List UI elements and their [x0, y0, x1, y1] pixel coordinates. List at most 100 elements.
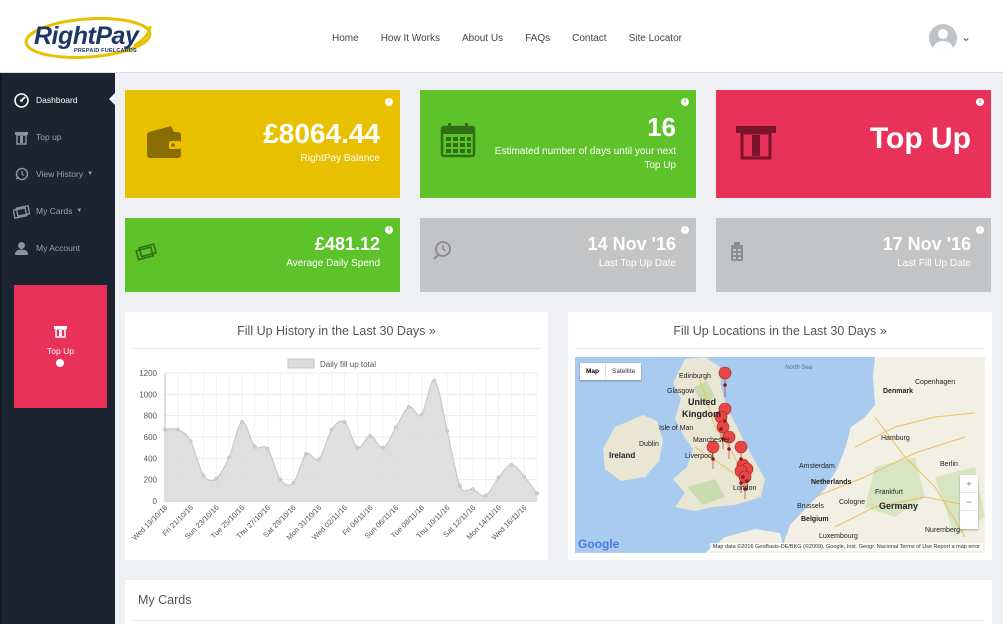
sidebar-top-up-button[interactable]: Top Up [14, 285, 107, 408]
sidebar: Dashboard Top up View History ▼ My Cards… [0, 73, 115, 624]
data-point [304, 452, 309, 456]
data-point [483, 493, 488, 498]
sidebar-item-my-cards[interactable]: My Cards ▼ [12, 201, 82, 221]
history-icon [12, 166, 30, 182]
y-tick-label: 1200 [139, 369, 157, 378]
last-topup-value: 14 Nov '16 [587, 234, 676, 254]
map-label: Kingdom [682, 409, 721, 419]
nav-faqs[interactable]: FAQs [525, 33, 551, 44]
map-label: Glasgow [667, 388, 695, 395]
balance-caption: RightPay Balance [300, 153, 381, 164]
sidebar-item-label: View History [36, 169, 84, 179]
my-cards-panel: My Cards [125, 580, 992, 624]
average-spend-tile[interactable]: i £481.12 Average Daily Spend [125, 218, 400, 292]
nav-site-locator[interactable]: Site Locator [628, 33, 682, 44]
last-fillup-tile[interactable]: i 17 Nov '16 Last Fill Up Date [716, 218, 991, 292]
map-label: Cologne [839, 499, 866, 506]
map-label: Germany [879, 501, 919, 511]
wallet-icon [147, 126, 181, 158]
data-point [291, 480, 296, 485]
nav-how-it-works[interactable]: How It Works [380, 33, 440, 44]
info-icon[interactable]: i [976, 98, 984, 106]
dashboard-icon [12, 92, 30, 108]
divider [133, 620, 984, 621]
rightpay-logo[interactable]: RightPay PREPAID FUELCARDS [22, 14, 157, 62]
info-icon[interactable]: i [681, 98, 689, 106]
map-label: Liverpool [685, 453, 714, 460]
map-attribution[interactable]: Map data ©2016 GeoBasis-DE/BKG (©2009), … [709, 543, 983, 551]
map-label: North Sea [785, 365, 813, 371]
data-point [278, 477, 283, 482]
map-label: Denmark [883, 388, 913, 395]
chevron-down-icon[interactable]: ⌄ [961, 30, 972, 44]
calendar-icon [440, 123, 476, 158]
fill-up-history-panel: Fill Up History in the Last 30 Days » 0 2… [125, 312, 548, 560]
fill-up-locations-title[interactable]: Fill Up Locations in the Last 30 Days » [673, 324, 887, 338]
sidebar-item-my-account[interactable]: My Account [12, 238, 80, 258]
nav-home[interactable]: Home [332, 33, 359, 44]
brand-tagline: PREPAID FUELCARDS [74, 48, 137, 54]
data-point [522, 474, 527, 479]
locations-map[interactable]: Map Satellite Edinburgh Glasgow United K… [575, 357, 985, 553]
sidebar-item-dashboard[interactable]: Dashboard [12, 90, 78, 110]
data-point [496, 475, 501, 480]
map-label: Berlin [940, 461, 958, 468]
data-point [381, 445, 385, 450]
map-label: Edinburgh [679, 373, 711, 380]
nav-about-us[interactable]: About Us [461, 33, 504, 44]
info-icon[interactable]: i [385, 98, 393, 106]
map-label: Frankfurt [875, 489, 904, 496]
info-icon[interactable]: i [976, 226, 984, 234]
data-point [252, 444, 257, 449]
last-topup-tile[interactable]: i 14 Nov '16 Last Top Up Date [420, 218, 696, 292]
data-point [227, 455, 232, 460]
nav-contact[interactable]: Contact [572, 33, 607, 44]
fill-up-history-title[interactable]: Fill Up History in the Last 30 Days » [237, 324, 436, 338]
data-point [175, 427, 180, 432]
map-label: Belgium [801, 516, 829, 523]
data-point [445, 428, 450, 433]
logo-swoosh-icon [24, 17, 152, 59]
google-logo: Google [578, 537, 620, 551]
days-until-topup-tile[interactable]: i 16 Estimated number of days until your… [420, 90, 696, 198]
map-land [603, 357, 985, 553]
data-point [214, 476, 219, 481]
balance-tile[interactable]: i £8064.44 RightPay Balance [125, 90, 400, 198]
series-area [165, 380, 537, 501]
sidebar-item-label: Top up [36, 132, 62, 142]
sidebar-item-view-history[interactable]: View History ▼ [12, 164, 93, 184]
map-label: Dublin [639, 441, 659, 448]
map-label: Nuremberg [925, 527, 961, 534]
map-type-satellite[interactable]: Satellite [612, 368, 636, 375]
data-point [368, 434, 373, 438]
last-fillup-caption: Last Fill Up Date [897, 258, 971, 269]
data-point [163, 427, 167, 432]
map-label: Brussels [797, 503, 824, 510]
map-type-map[interactable]: Map [580, 363, 606, 380]
data-point [419, 412, 424, 417]
y-tick-label: 600 [144, 433, 158, 442]
top-up-tile[interactable]: i Top Up [716, 90, 991, 198]
data-point [188, 439, 193, 444]
avatar[interactable] [929, 24, 957, 52]
top-header: RightPay PREPAID FUELCARDS Home How It W… [0, 0, 1003, 73]
data-point [509, 462, 514, 467]
data-point [201, 473, 206, 478]
map-label: Netherlands [811, 479, 852, 486]
zoom-in-button[interactable]: + [960, 475, 978, 493]
atm-icon [736, 126, 776, 160]
map-label: Copenhagen [915, 379, 956, 386]
days-caption-line1: Estimated number of days until your next [494, 146, 676, 157]
cards-icon [135, 243, 157, 261]
info-icon[interactable]: i [681, 226, 689, 234]
info-icon[interactable]: i [385, 226, 393, 234]
atm-icon [54, 325, 67, 343]
sidebar-item-top-up[interactable]: Top up [12, 127, 62, 147]
zoom-out-button[interactable]: − [960, 493, 978, 511]
map-label: Luxembourg [819, 533, 858, 540]
data-point [432, 378, 437, 383]
legend-swatch [287, 358, 315, 369]
atm-icon [12, 129, 30, 145]
map-label: Hamburg [881, 435, 910, 442]
sidebar-item-label: Dashboard [36, 95, 78, 105]
